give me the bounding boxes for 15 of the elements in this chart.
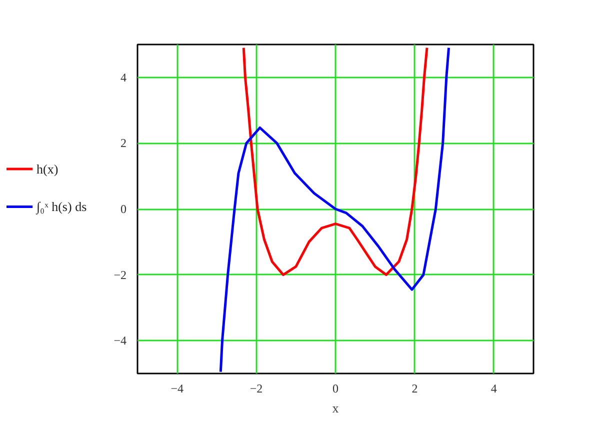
x-tick-label: 0 (332, 382, 338, 396)
line-series (242, 46, 428, 276)
x-tick-label: 2 (412, 382, 418, 396)
line-series (219, 46, 450, 374)
x-tick-label: −2 (250, 382, 263, 396)
legend-label: ∫₀ˣ h(s) ds (36, 199, 87, 216)
y-tick-label: −4 (114, 334, 127, 348)
x-axis-title: x (332, 400, 340, 416)
y-tick-label: 4 (120, 70, 126, 84)
legend-label: h(x) (36, 162, 58, 177)
y-tick-label: 0 (120, 202, 126, 216)
x-tick-label: 4 (490, 382, 497, 396)
y-tick-label: 2 (120, 136, 126, 150)
y-tick-label: −2 (114, 268, 127, 282)
x-tick-label: −4 (170, 382, 184, 396)
